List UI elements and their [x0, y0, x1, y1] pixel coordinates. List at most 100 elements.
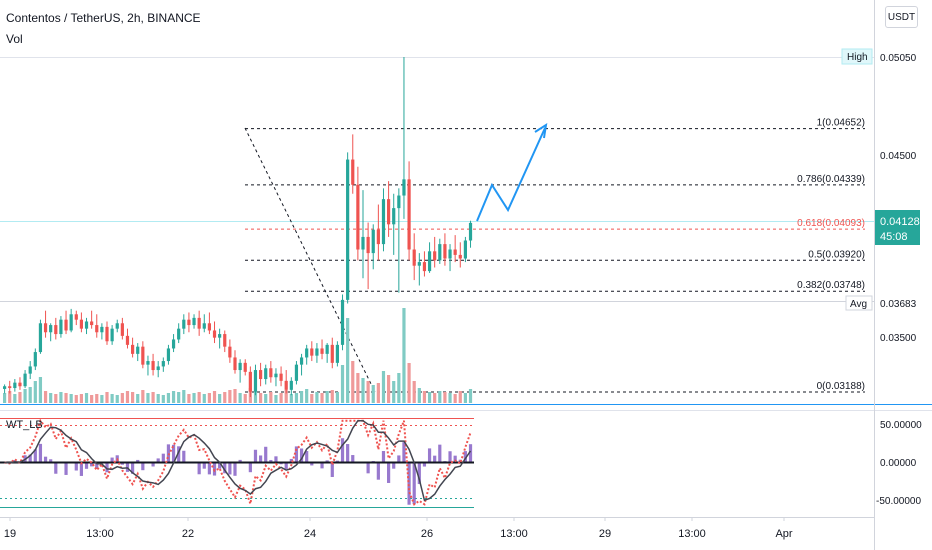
candle-body [433, 251, 437, 261]
candle-body [79, 319, 83, 329]
candle-body [371, 229, 375, 254]
wt1-line [4, 418, 472, 508]
candle-body [177, 328, 181, 340]
wt-tick-3: -50.00000 [876, 496, 921, 507]
candle-body [279, 373, 283, 381]
wt-hist-bar [468, 444, 473, 463]
volume-bar [264, 394, 268, 403]
wt-hist-bar [417, 462, 421, 485]
wt-hist-bar [448, 451, 452, 463]
volume-bar [110, 394, 114, 403]
wt-hist-bar [340, 438, 345, 463]
wt-hist-bar [381, 451, 386, 463]
volume-bar [443, 392, 447, 403]
wt-hist-bar [392, 462, 396, 469]
volume-bar [356, 373, 360, 403]
wt-hist-bar [151, 462, 155, 467]
candle-body [366, 236, 370, 254]
candle-body [171, 339, 176, 349]
time-axis-label: 24 [304, 528, 316, 540]
wt-tick-1: 50.00000 [880, 420, 922, 431]
wt-hist-bar [387, 462, 391, 483]
candle-body [381, 199, 386, 245]
volume-bar [438, 391, 442, 403]
candle-body [110, 328, 114, 342]
candle-body [315, 348, 319, 356]
candle-body [248, 371, 252, 392]
time-axis-label: Apr [775, 528, 792, 540]
volume-bar [166, 393, 171, 403]
candle-body [243, 362, 247, 372]
currency-button[interactable]: USDT [885, 6, 918, 28]
candle-body [141, 346, 145, 365]
avg-label: Avg [850, 299, 867, 310]
candle-body [120, 323, 124, 336]
candle-body [392, 208, 396, 225]
volume-bar [325, 391, 329, 403]
wt-indicator-pane[interactable]: 50.00000 0.00000 -50.00000 [0, 418, 922, 508]
volume-bar [28, 387, 32, 403]
volume-bar [33, 381, 37, 403]
candle-body [361, 236, 365, 250]
volume-bar [146, 393, 150, 403]
wt-hist-bar [427, 448, 432, 463]
wt-hist-bar [33, 449, 37, 463]
wt-hist-bar [248, 462, 252, 473]
wt-hist-bar [105, 462, 109, 473]
price-axis[interactable]: 0.04500 0.03500 0.03683 0.05050 [880, 53, 917, 344]
wt-histogram [3, 438, 473, 505]
volume-bar [151, 392, 155, 403]
candle-body [74, 314, 78, 320]
candle-body [233, 357, 237, 371]
candle-body [294, 364, 299, 381]
symbol-title[interactable]: Contentos / TetherUS, 2h, BINANCE [6, 11, 201, 25]
volume-bar [3, 393, 7, 403]
wt2-line [4, 419, 472, 502]
candle-body [376, 229, 380, 245]
candle-body [212, 330, 217, 338]
candle-body [299, 357, 304, 365]
projection-path[interactable] [476, 127, 546, 222]
time-axis[interactable]: 19 13:00 22 24 26 13:00 29 13:00 Apr [4, 517, 793, 540]
wt-hist-bar [38, 443, 43, 463]
candlestick-series[interactable] [3, 57, 473, 398]
candle-body [351, 159, 355, 185]
wt-hist-bar [54, 462, 58, 474]
volume-bar [120, 393, 124, 403]
volume-legend[interactable]: Vol [6, 32, 23, 46]
avg-value: 0.03683 [880, 299, 917, 310]
volume-bar [202, 394, 206, 403]
wt-hist-bar [171, 444, 176, 463]
candle-body [192, 317, 196, 326]
volume-bar [253, 391, 258, 403]
wt-hist-bar [253, 449, 258, 463]
volume-bar [351, 361, 355, 403]
price-tick-2: 0.03500 [880, 333, 917, 344]
volume-bar [417, 388, 421, 403]
candle-body [131, 344, 135, 354]
wt-hist-bar [402, 442, 406, 463]
current-price-badge [875, 210, 920, 245]
candle-body [166, 348, 171, 362]
indicator-legend[interactable]: WT_LB [6, 419, 43, 431]
volume-bar [453, 394, 457, 403]
wt-hist-bar [284, 462, 288, 469]
candle-body [417, 262, 421, 266]
volume-bar [422, 391, 427, 403]
candle-body [38, 323, 43, 353]
candle-body [320, 348, 324, 354]
volume-bar [289, 394, 293, 403]
wt-hist-bar [463, 451, 467, 463]
fib-level-label: 0.786(0.04339) [797, 174, 865, 185]
candle-body [151, 361, 155, 371]
volume-bar [187, 394, 191, 403]
volume-bar [269, 392, 273, 403]
volume-bar [371, 385, 375, 403]
wt-hist-bar [156, 458, 160, 463]
wt-hist-bar [299, 448, 304, 463]
volume-bar [320, 393, 324, 403]
fib-trend-line[interactable] [244, 127, 376, 393]
candle-body [3, 386, 7, 389]
wt-hist-bar [433, 455, 437, 463]
